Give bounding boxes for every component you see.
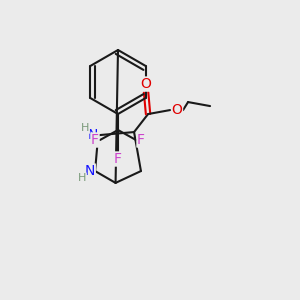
Text: F: F [137,133,145,147]
Text: F: F [114,152,122,166]
Text: H: H [78,173,86,183]
Text: N: N [85,164,95,178]
Text: N: N [88,128,98,142]
Text: O: O [172,103,182,117]
Text: F: F [91,133,99,147]
Text: O: O [141,77,152,91]
Text: H: H [81,123,89,133]
